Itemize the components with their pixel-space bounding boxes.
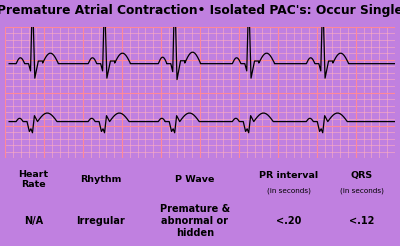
- Text: Rhythm: Rhythm: [80, 175, 122, 184]
- Text: Heart
Rate: Heart Rate: [18, 170, 48, 189]
- Text: Premature &
abnormal or
hidden: Premature & abnormal or hidden: [160, 204, 230, 238]
- Text: <.20: <.20: [276, 216, 302, 226]
- Text: Premature Atrial Contraction• Isolated PAC's: Occur Single: Premature Atrial Contraction• Isolated P…: [0, 4, 400, 17]
- Text: PR interval: PR interval: [260, 171, 318, 180]
- Text: N/A: N/A: [24, 216, 43, 226]
- Text: (in seconds): (in seconds): [267, 187, 311, 194]
- Text: P Wave: P Wave: [175, 175, 215, 184]
- Text: <.12: <.12: [349, 216, 374, 226]
- Text: (in seconds): (in seconds): [340, 187, 384, 194]
- Text: QRS: QRS: [350, 171, 372, 180]
- Text: Irregular: Irregular: [76, 216, 125, 226]
